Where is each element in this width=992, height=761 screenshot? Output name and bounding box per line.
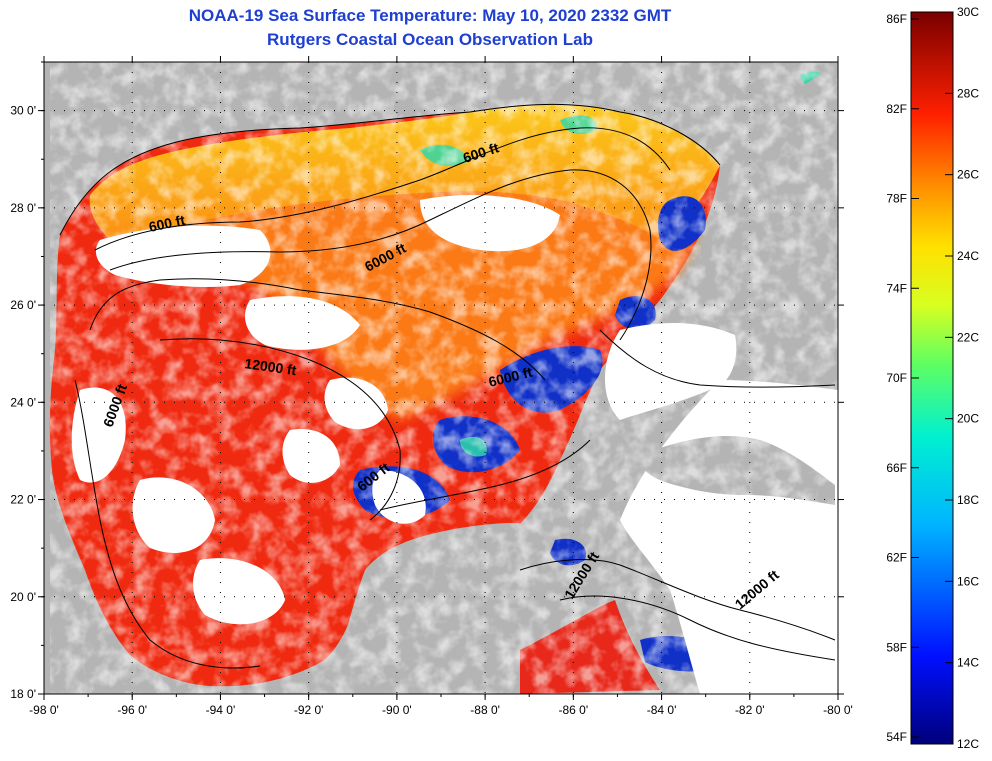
lon-label: -88 0' [470,703,500,717]
lon-label: -96 0' [117,703,147,717]
colorbar-f-label: 66F [886,461,907,475]
lon-label: -86 0' [559,703,589,717]
colorbar-f-label: 58F [886,640,907,654]
gulf-coastline [59,103,721,236]
contour-label: 600 ft [147,212,186,235]
colorbar-c-label: 16C [957,574,979,588]
colorbar-c-label: 30C [957,5,979,19]
map-subtitle: Rutgers Coastal Ocean Observation Lab [267,30,593,49]
colorbar-f-label: 74F [886,281,907,295]
lon-label: -84 0' [647,703,677,717]
lon-label: -98 0' [29,703,59,717]
colorbar-f-label: 70F [886,371,907,385]
map-title: NOAA-19 Sea Surface Temperature: May 10,… [188,6,672,25]
lon-label: -92 0' [294,703,324,717]
colorbar-c-label: 20C [957,412,979,426]
cloud-cover [50,62,838,694]
colorbar-ticks: 86F 82F 78F 74F 70F 66F 62F 58F 54F 30C 28C 26C 24C 2… [886,5,979,751]
lat-label: 22 0' [10,493,36,507]
colorbar-f-label: 54F [886,730,907,744]
colorbar-c-label: 24C [957,249,979,263]
colorbar-c-label: 14C [957,656,979,670]
colorbar-c-label: 26C [957,168,979,182]
colorbar-f-label: 82F [886,102,907,116]
colorbar-f-label: 62F [886,551,907,565]
colorbar-c-label: 12C [957,737,979,751]
colorbar-c-label: 22C [957,330,979,344]
lat-label: 30 0' [10,104,36,118]
colorbar-c-label: 28C [957,86,979,100]
colorbar-f-label: 86F [886,12,907,26]
lat-label: 18 0' [10,687,36,701]
colorbar-c-label: 18C [957,493,979,507]
lat-label: 26 0' [10,298,36,312]
contour-label: 12000 ft [244,355,298,378]
lat-label: 28 0' [10,201,36,215]
lon-label: -82 0' [735,703,765,717]
lat-label: 20 0' [10,590,36,604]
map-axes: 30 0' 28 0' 26 0' 24 0' 22 0' 20 0' 18 0' -98 0… [10,56,853,717]
lat-label: 24 0' [10,395,36,409]
lon-label: -90 0' [382,703,412,717]
colorbar-f-label: 78F [886,192,907,206]
lon-label: -94 0' [206,703,236,717]
lon-label: -80 0' [823,703,853,717]
bathymetry-contours [74,127,836,669]
